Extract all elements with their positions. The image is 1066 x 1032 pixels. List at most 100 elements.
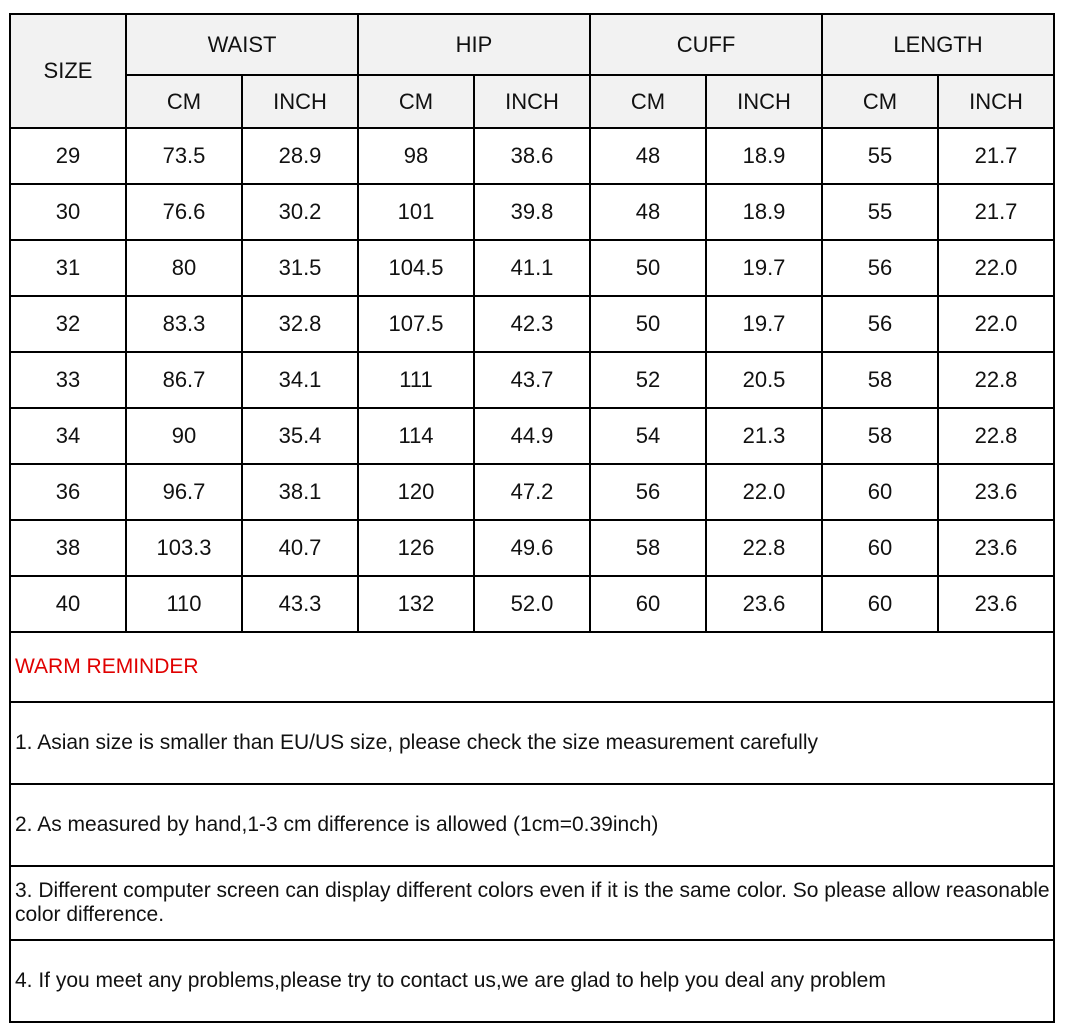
size-cell: 34	[9, 407, 127, 465]
measurement-cell: 96.7	[125, 463, 243, 521]
table-row: 33 86.7 34.1 111 43.7 52 20.5 58 22.8	[9, 351, 1056, 409]
measurement-cell: 54	[589, 407, 708, 465]
measurement-cell: 120	[357, 463, 476, 521]
reminder-title: WARM REMINDER	[8, 631, 1056, 703]
reminder-row: 3. Different computer screen can display…	[8, 865, 1056, 941]
measurement-cell: 22.0	[937, 295, 1056, 353]
measurement-cell: 34.1	[240, 351, 360, 409]
table-row: 32 83.3 32.8 107.5 42.3 50 19.7 56 22.0	[9, 295, 1056, 353]
measurement-cell: 52.0	[473, 575, 592, 633]
reminder-item: 4. If you meet any problems,please try t…	[8, 939, 1056, 1023]
measurement-cell: 28.9	[240, 127, 360, 185]
measurement-cell: 40.7	[240, 519, 360, 577]
group-header: WAIST	[124, 13, 360, 76]
size-chart-table: SIZE WAIST HIP CUFF LENGTH CM INCH CM INCH CM INCH…	[8, 13, 1056, 1023]
reminder-row: 1. Asian size is smaller than EU/US size…	[8, 701, 1056, 785]
measurement-cell: 23.6	[937, 575, 1056, 633]
unit-header: INCH	[473, 74, 592, 129]
measurement-cell: 58	[589, 519, 708, 577]
measurement-cell: 23.6	[705, 575, 824, 633]
table-row: 30 76.6 30.2 101 39.8 48 18.9 55 21.7	[9, 183, 1056, 241]
size-cell: 38	[9, 519, 127, 577]
measurement-cell: 22.0	[937, 239, 1056, 297]
header-row-units: CM INCH CM INCH CM INCH CM INCH	[10, 74, 1056, 129]
reminder-item: 3. Different computer screen can display…	[8, 865, 1056, 941]
measurement-cell: 18.9	[705, 183, 824, 241]
measurement-cell: 114	[357, 407, 476, 465]
measurement-cell: 73.5	[125, 127, 243, 185]
measurement-cell: 56	[821, 295, 940, 353]
measurement-cell: 43.7	[473, 351, 592, 409]
unit-header: CM	[357, 74, 476, 129]
size-cell: 29	[9, 127, 127, 185]
table-row: 29 73.5 28.9 98 38.6 48 18.9 55 21.7	[9, 127, 1056, 185]
measurement-cell: 60	[589, 575, 708, 633]
measurement-cell: 41.1	[473, 239, 592, 297]
measurement-cell: 56	[589, 463, 708, 521]
measurement-cell: 111	[357, 351, 476, 409]
unit-header: INCH	[705, 74, 824, 129]
unit-header: CM	[125, 74, 243, 129]
measurement-cell: 60	[821, 463, 940, 521]
measurement-cell: 42.3	[473, 295, 592, 353]
measurement-cell: 110	[125, 575, 243, 633]
header-row-groups: SIZE WAIST HIP CUFF LENGTH	[9, 13, 1056, 129]
measurement-cell: 48	[589, 127, 708, 185]
measurement-cell: 101	[357, 183, 476, 241]
measurement-cell: 56	[821, 239, 940, 297]
unit-header: CM	[589, 74, 708, 129]
measurement-cell: 39.8	[473, 183, 592, 241]
size-cell: 40	[9, 575, 127, 633]
table-row: 34 90 35.4 114 44.9 54 21.3 58 22.8	[9, 407, 1056, 465]
group-header: HIP	[357, 13, 592, 76]
measurement-cell: 83.3	[125, 295, 243, 353]
measurement-cell: 43.3	[240, 575, 360, 633]
measurement-cell: 32.8	[240, 295, 360, 353]
size-cell: 36	[9, 463, 127, 521]
measurement-cell: 104.5	[357, 239, 476, 297]
measurement-cell: 76.6	[125, 183, 243, 241]
measurement-cell: 23.6	[937, 463, 1056, 521]
measurement-cell: 19.7	[705, 239, 824, 297]
size-header: SIZE	[9, 13, 127, 129]
measurement-cell: 38.1	[240, 463, 360, 521]
table-row: 31 80 31.5 104.5 41.1 50 19.7 56 22.0	[9, 239, 1056, 297]
measurement-cell: 126	[357, 519, 476, 577]
measurement-cell: 58	[821, 351, 940, 409]
measurement-cell: 132	[357, 575, 476, 633]
unit-header: INCH	[937, 74, 1056, 129]
measurement-cell: 80	[125, 239, 243, 297]
reminder-title-row: WARM REMINDER	[8, 631, 1056, 703]
measurement-cell: 55	[821, 183, 940, 241]
measurement-cell: 22.0	[705, 463, 824, 521]
measurement-cell: 49.6	[473, 519, 592, 577]
measurement-cell: 48	[589, 183, 708, 241]
measurement-cell: 22.8	[937, 351, 1056, 409]
measurement-cell: 38.6	[473, 127, 592, 185]
measurement-cell: 55	[821, 127, 940, 185]
measurement-cell: 21.7	[937, 127, 1056, 185]
table-row: 40 110 43.3 132 52.0 60 23.6 60 23.6	[9, 575, 1056, 633]
measurement-cell: 58	[821, 407, 940, 465]
reminder-row: 4. If you meet any problems,please try t…	[8, 939, 1056, 1023]
measurement-cell: 22.8	[937, 407, 1056, 465]
size-cell: 31	[9, 239, 127, 297]
measurement-cell: 103.3	[125, 519, 243, 577]
unit-header: CM	[821, 74, 940, 129]
measurement-cell: 31.5	[240, 239, 360, 297]
measurement-cell: 86.7	[125, 351, 243, 409]
measurement-cell: 60	[821, 575, 940, 633]
size-cell: 32	[9, 295, 127, 353]
measurement-cell: 21.7	[937, 183, 1056, 241]
measurement-cell: 21.3	[705, 407, 824, 465]
reminder-item: 1. Asian size is smaller than EU/US size…	[8, 701, 1056, 785]
measurement-cell: 44.9	[473, 407, 592, 465]
measurement-cell: 50	[589, 295, 708, 353]
measurement-cell: 18.9	[705, 127, 824, 185]
measurement-cell: 107.5	[357, 295, 476, 353]
table-row: 36 96.7 38.1 120 47.2 56 22.0 60 23.6	[9, 463, 1056, 521]
measurement-cell: 90	[125, 407, 243, 465]
reminder-item: 2. As measured by hand,1-3 cm difference…	[8, 783, 1056, 867]
measurement-cell: 30.2	[240, 183, 360, 241]
reminder-row: 2. As measured by hand,1-3 cm difference…	[8, 783, 1056, 867]
